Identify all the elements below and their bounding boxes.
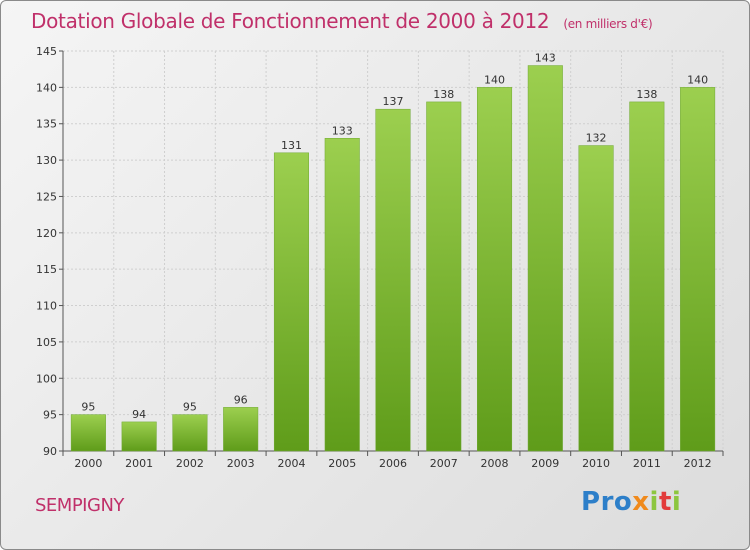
x-tick-label: 2002 <box>176 457 204 470</box>
data-label: 140 <box>484 73 505 86</box>
x-tick-label: 2009 <box>531 457 559 470</box>
proxiti-logo: Proxiti <box>581 487 681 517</box>
chart-subtitle: (en milliers d'€) <box>563 17 653 31</box>
data-label: 94 <box>132 408 146 421</box>
y-tick-label: 145 <box>36 45 57 58</box>
y-tick-label: 105 <box>36 336 57 349</box>
y-tick-label: 100 <box>36 372 57 385</box>
y-tick-label: 110 <box>36 300 57 313</box>
bar <box>680 87 716 452</box>
data-label: 95 <box>81 401 95 414</box>
bar <box>477 87 513 452</box>
logo-letter: P <box>581 487 601 517</box>
x-tick-label: 2001 <box>125 457 153 470</box>
bar <box>223 407 259 452</box>
x-tick-label: 2007 <box>430 457 458 470</box>
bar <box>121 421 157 452</box>
bar <box>527 65 563 452</box>
bar <box>70 414 106 452</box>
data-label: 96 <box>234 393 248 406</box>
y-tick-label: 135 <box>36 118 57 131</box>
x-tick-label: 2003 <box>227 457 255 470</box>
x-tick-label: 2000 <box>74 457 102 470</box>
logo-letter: o <box>613 487 633 517</box>
data-label: 137 <box>383 95 404 108</box>
chart-title: Dotation Globale de Fonctionnement de 20… <box>31 9 653 33</box>
bar <box>324 138 360 452</box>
bar-layer <box>70 65 716 452</box>
chart-title-text: Dotation Globale de Fonctionnement de 20… <box>31 9 550 33</box>
x-tick-label: 2010 <box>582 457 610 470</box>
x-tick-label: 2004 <box>277 457 305 470</box>
bar <box>172 414 208 452</box>
data-label: 140 <box>687 73 708 86</box>
logo-letter: t <box>658 487 672 517</box>
data-label: 95 <box>183 401 197 414</box>
data-label: 132 <box>586 132 607 145</box>
logo-letter: x <box>632 487 650 517</box>
logo-letter: r <box>600 487 614 517</box>
y-tick-label: 130 <box>36 154 57 167</box>
x-tick-label: 2012 <box>684 457 712 470</box>
data-label: 143 <box>535 52 556 65</box>
y-tick-label: 120 <box>36 227 57 240</box>
data-label: 133 <box>332 124 353 137</box>
data-label: 131 <box>281 139 302 152</box>
data-label: 138 <box>636 88 657 101</box>
bar <box>578 145 614 452</box>
y-tick-label: 125 <box>36 190 57 203</box>
label-layer: 95 94 95 96 131 133 137 138 140 143 132 138 140 <box>81 52 708 421</box>
logo-letter: i <box>671 487 682 517</box>
y-tick-label: 95 <box>43 409 57 422</box>
x-tick-label: 2005 <box>328 457 356 470</box>
y-tick-label: 140 <box>36 81 57 94</box>
data-label: 138 <box>433 88 454 101</box>
bar <box>629 101 665 452</box>
bar <box>426 101 462 452</box>
x-tick-label: 2006 <box>379 457 407 470</box>
bar <box>375 108 411 452</box>
y-tick-label: 115 <box>36 263 57 276</box>
y-tick-label: 90 <box>43 445 57 458</box>
logo-letter: i <box>649 487 659 517</box>
town-name: SEMPIGNY <box>35 495 124 516</box>
x-tick-label: 2011 <box>633 457 661 470</box>
x-tick-label: 2008 <box>481 457 509 470</box>
bar <box>273 152 309 452</box>
